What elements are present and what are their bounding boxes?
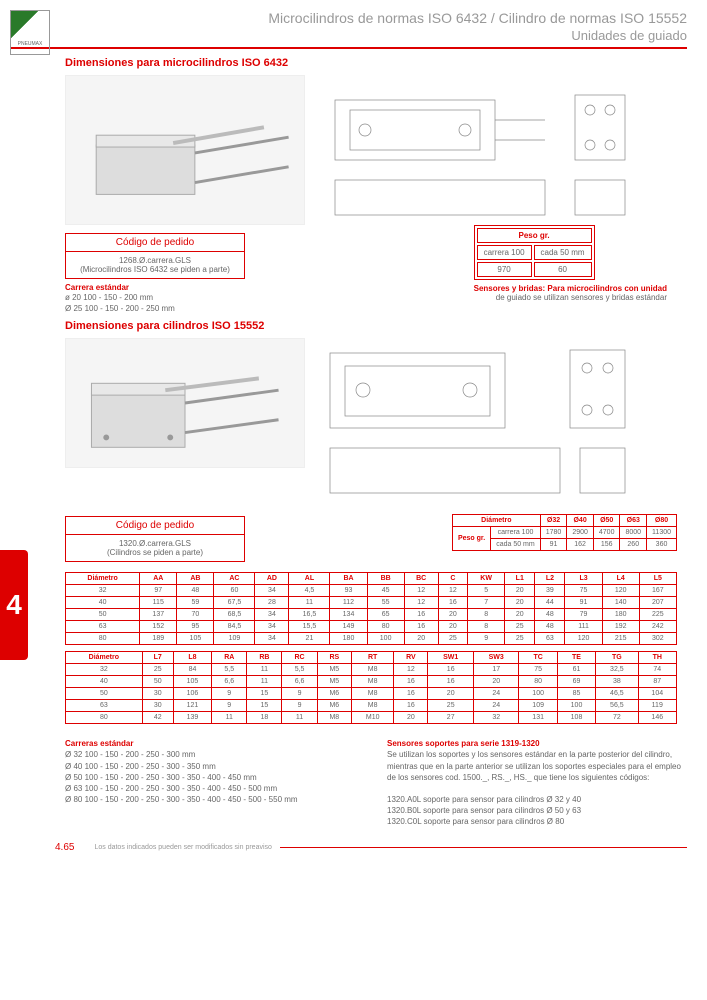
order-code-header-1: Código de pedido [66,234,244,252]
carrera1-l2: Ø 25 100 - 150 - 200 - 250 mm [65,304,175,313]
tech-drawing-1 [315,75,675,225]
dimensions-table-1: DiámetroAAABACADALBABBBCCKWL1L2L3L4L5329… [65,572,677,645]
sensor2-title: Sensores soportes para serie 1319-1320 [387,739,540,748]
tech-drawing-2 [315,338,675,508]
weight-table-1: Peso gr. carrera 100cada 50 mm 97060 [474,225,595,280]
page-header-1: Microcilindros de normas ISO 6432 / Cili… [10,10,687,26]
order-code-2-line1: 1320.Ø.carrera.GLS [72,539,238,548]
section-2-title: Dimensiones para cilindros ISO 15552 [65,320,687,332]
sensor2-p3: 1320.B0L soporte para sensor para cilind… [387,806,581,815]
sensor2-p1: Se utilizan los soportes y los sensores … [387,750,681,781]
product-photo-1 [65,75,305,225]
carrera1-l1: ø 20 100 - 150 - 200 mm [65,293,153,302]
product-photo-2 [65,338,305,468]
order-code-2-line2: (Cilindros se piden a parte) [72,548,238,557]
page-number: 4.65 [55,842,74,853]
page-header-2: Unidades de guiado [10,28,687,43]
order-code-1-line2: (Microcilindros ISO 6432 se piden a part… [72,265,238,274]
brand-logo: PNEUMAX [10,10,50,55]
footer: 4.65 Los datos indicados pueden ser modi… [10,842,687,853]
divider [10,47,687,49]
brand-name: PNEUMAX [11,41,49,47]
order-code-box-2: Código de pedido 1320.Ø.carrera.GLS (Cil… [65,516,245,562]
sensor1-l2: de guiado se utilizan sensores y bridas … [496,293,667,302]
carrera1-title: Carrera estándar [65,283,129,292]
dimensions-table-2: DiámetroL7L8RARBRCRSRTRVSW1SW3TCTETGTH32… [65,651,677,724]
sensor2-p4: 1320.C0L soporte para sensor para cilind… [387,817,564,826]
section-1-title: Dimensiones para microcilindros ISO 6432 [65,57,687,69]
order-code-box-1: Código de pedido 1268.Ø.carrera.GLS (Mic… [65,233,245,279]
carrera2-lines: Ø 32 100 - 150 - 200 - 250 - 300 mmØ 40 … [65,750,298,804]
footer-note: Los datos indicados pueden ser modificad… [94,844,271,851]
sensor1-l1: Sensores y bridas: Para microcilindros c… [474,284,667,293]
section-tab: 4 [0,550,28,660]
carrera2-title: Carreras estándar [65,739,133,748]
sensor2-p2: 1320.A0L soporte para sensor para cilind… [387,795,581,804]
order-code-header-2: Código de pedido [66,517,244,535]
order-code-1-line1: 1268.Ø.carrera.GLS [72,256,238,265]
peso1-header: Peso gr. [477,228,592,243]
weight-table-2: DiámetroØ32Ø40Ø50Ø63Ø80Peso gr.carrera 1… [452,514,677,551]
